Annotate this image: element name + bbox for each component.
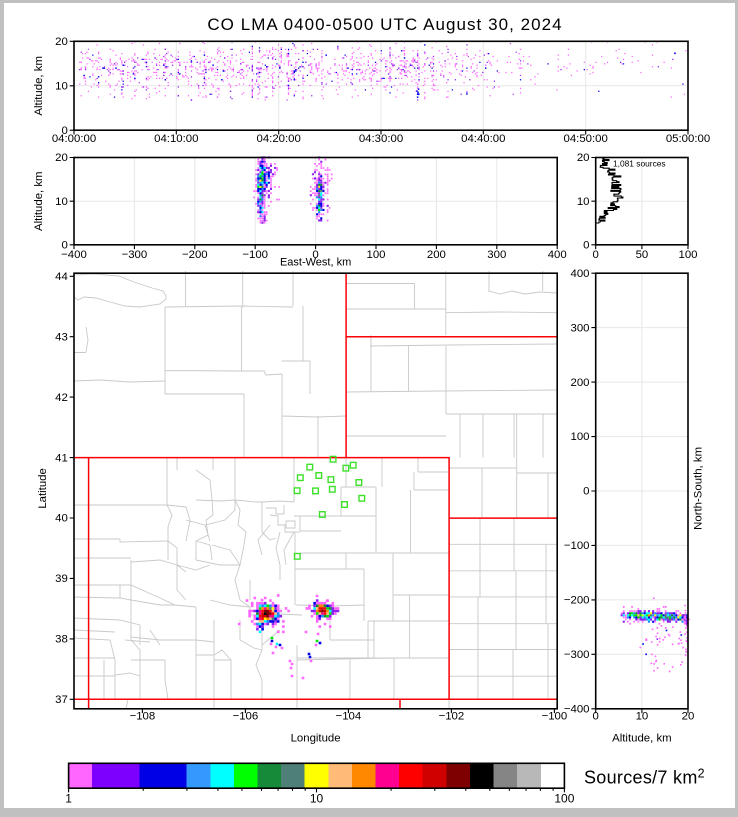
svg-text:20: 20 bbox=[577, 152, 590, 164]
svg-text:42: 42 bbox=[55, 392, 68, 404]
svg-text:50: 50 bbox=[636, 249, 649, 261]
svg-text:−400: −400 bbox=[61, 249, 87, 261]
svg-text:400: 400 bbox=[548, 249, 567, 261]
svg-text:04:00:00: 04:00:00 bbox=[52, 133, 96, 145]
svg-text:100: 100 bbox=[678, 249, 697, 261]
svg-text:0: 0 bbox=[583, 486, 589, 498]
svg-text:0: 0 bbox=[593, 711, 599, 723]
svg-text:0: 0 bbox=[61, 125, 67, 137]
svg-text:05:00:00: 05:00:00 bbox=[666, 133, 710, 145]
svg-text:−102: −102 bbox=[439, 711, 465, 723]
svg-text:0: 0 bbox=[312, 249, 318, 261]
svg-text:300: 300 bbox=[487, 249, 506, 261]
svg-text:East-West, km: East-West, km bbox=[280, 257, 351, 269]
svg-text:100: 100 bbox=[366, 249, 385, 261]
svg-text:39: 39 bbox=[55, 573, 68, 585]
svg-text:Altitude, km: Altitude, km bbox=[33, 56, 45, 116]
svg-text:43: 43 bbox=[55, 331, 68, 343]
svg-text:1: 1 bbox=[65, 792, 72, 806]
svg-text:200: 200 bbox=[570, 377, 589, 389]
svg-text:04:30:00: 04:30:00 bbox=[359, 133, 403, 145]
svg-text:10: 10 bbox=[55, 81, 68, 93]
svg-text:Sources/7 km2: Sources/7 km2 bbox=[584, 767, 705, 788]
svg-text:37: 37 bbox=[55, 694, 68, 706]
svg-text:Altitude, km: Altitude, km bbox=[612, 733, 672, 745]
svg-text:04:50:00: 04:50:00 bbox=[564, 133, 608, 145]
svg-text:−104: −104 bbox=[336, 711, 362, 723]
svg-text:04:20:00: 04:20:00 bbox=[257, 133, 301, 145]
svg-text:−106: −106 bbox=[233, 711, 259, 723]
svg-text:Longitude: Longitude bbox=[291, 733, 341, 745]
svg-text:−200: −200 bbox=[564, 595, 590, 607]
svg-text:300: 300 bbox=[570, 322, 589, 334]
svg-text:04:40:00: 04:40:00 bbox=[461, 133, 505, 145]
svg-text:20: 20 bbox=[55, 152, 68, 164]
svg-text:41: 41 bbox=[55, 452, 68, 464]
svg-text:−400: −400 bbox=[564, 704, 590, 716]
svg-text:10: 10 bbox=[577, 196, 590, 208]
svg-text:20: 20 bbox=[55, 36, 68, 48]
svg-text:−100: −100 bbox=[542, 711, 568, 723]
svg-text:CO LMA 0400-0500 UTC August 30: CO LMA 0400-0500 UTC August 30, 2024 bbox=[207, 15, 562, 34]
svg-text:100: 100 bbox=[570, 431, 589, 443]
svg-text:400: 400 bbox=[570, 268, 589, 280]
svg-text:38: 38 bbox=[55, 634, 68, 646]
svg-text:North-South, km: North-South, km bbox=[693, 447, 705, 530]
svg-text:−100: −100 bbox=[242, 249, 268, 261]
svg-text:0: 0 bbox=[583, 240, 589, 252]
svg-text:−300: −300 bbox=[564, 649, 590, 661]
svg-text:−100: −100 bbox=[564, 540, 590, 552]
svg-text:10: 10 bbox=[636, 711, 649, 723]
svg-text:1,081 sources: 1,081 sources bbox=[613, 159, 666, 169]
svg-text:44: 44 bbox=[55, 271, 68, 283]
svg-text:0: 0 bbox=[593, 249, 599, 261]
svg-text:04:10:00: 04:10:00 bbox=[154, 133, 198, 145]
svg-text:0: 0 bbox=[61, 240, 67, 252]
svg-text:10: 10 bbox=[310, 792, 324, 806]
svg-text:−300: −300 bbox=[122, 249, 148, 261]
svg-text:−200: −200 bbox=[182, 249, 208, 261]
svg-text:200: 200 bbox=[427, 249, 446, 261]
svg-text:10: 10 bbox=[55, 196, 68, 208]
svg-text:Altitude, km: Altitude, km bbox=[33, 171, 45, 231]
svg-text:20: 20 bbox=[682, 711, 695, 723]
svg-text:−108: −108 bbox=[130, 711, 156, 723]
svg-text:Latitude: Latitude bbox=[37, 468, 49, 509]
svg-text:100: 100 bbox=[554, 792, 574, 806]
svg-text:40: 40 bbox=[55, 513, 68, 525]
